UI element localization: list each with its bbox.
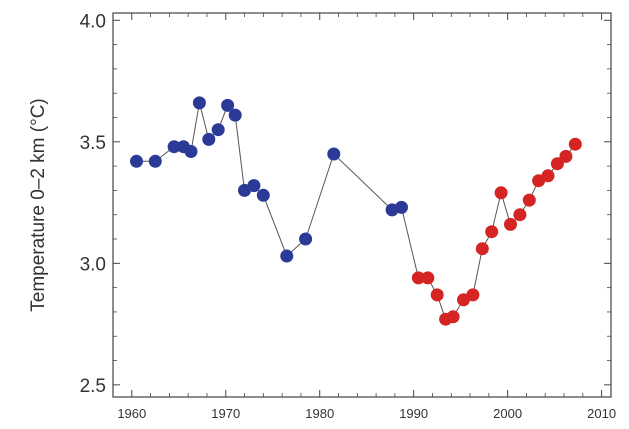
red-data-point [411, 271, 425, 285]
blue-data-point [228, 108, 242, 122]
red-data-point [421, 271, 435, 285]
red-data-point [513, 208, 527, 222]
x-tick-label: 1990 [399, 406, 428, 421]
y-tick-label: 3.5 [80, 133, 106, 154]
axis-ticks [113, 13, 611, 397]
axis-tick-labels: 1960 1970 1980 1990 2000 2010 2.5 3.0 3.5 4.0 [80, 11, 616, 421]
red-data-point [466, 288, 480, 302]
red-data-point [550, 157, 564, 171]
red-data-point [504, 217, 517, 231]
blue-data-point [130, 154, 143, 168]
plot-frame [112, 12, 612, 398]
y-tick-label: 3.0 [80, 254, 106, 275]
blue-data-point [148, 154, 162, 168]
red-data-point [568, 137, 582, 151]
series-line [136, 102, 576, 320]
blue-data-point [211, 123, 225, 137]
x-tick-label: 2010 [587, 406, 616, 421]
y-tick-label: 4.0 [80, 11, 106, 32]
blue-data-point [327, 147, 341, 161]
data-points [130, 96, 582, 326]
red-data-point [522, 193, 536, 207]
blue-data-point [202, 132, 216, 146]
x-tick-label: 1960 [117, 406, 146, 421]
connecting-line [136, 102, 576, 320]
y-tick-label: 2.5 [80, 376, 106, 397]
x-tick-label: 1970 [211, 406, 240, 421]
red-data-point [446, 310, 460, 324]
red-data-point [430, 288, 444, 302]
red-data-point [475, 242, 489, 256]
red-data-point [494, 186, 508, 200]
blue-data-point [299, 232, 313, 246]
blue-data-point [221, 98, 235, 112]
blue-data-point [395, 200, 408, 214]
blue-data-point [167, 140, 181, 154]
blue-data-point [280, 249, 294, 263]
blue-data-point [184, 145, 198, 158]
blue-data-point [256, 188, 270, 202]
y-axis-label: Temperature 0–2 km (°C) [28, 98, 49, 312]
red-data-point [559, 149, 573, 163]
blue-data-point [247, 179, 261, 193]
red-data-point [485, 225, 499, 239]
blue-data-point [192, 96, 206, 110]
x-tick-label: 1980 [305, 406, 334, 421]
x-tick-label: 2000 [493, 406, 522, 421]
red-data-point [541, 169, 555, 183]
